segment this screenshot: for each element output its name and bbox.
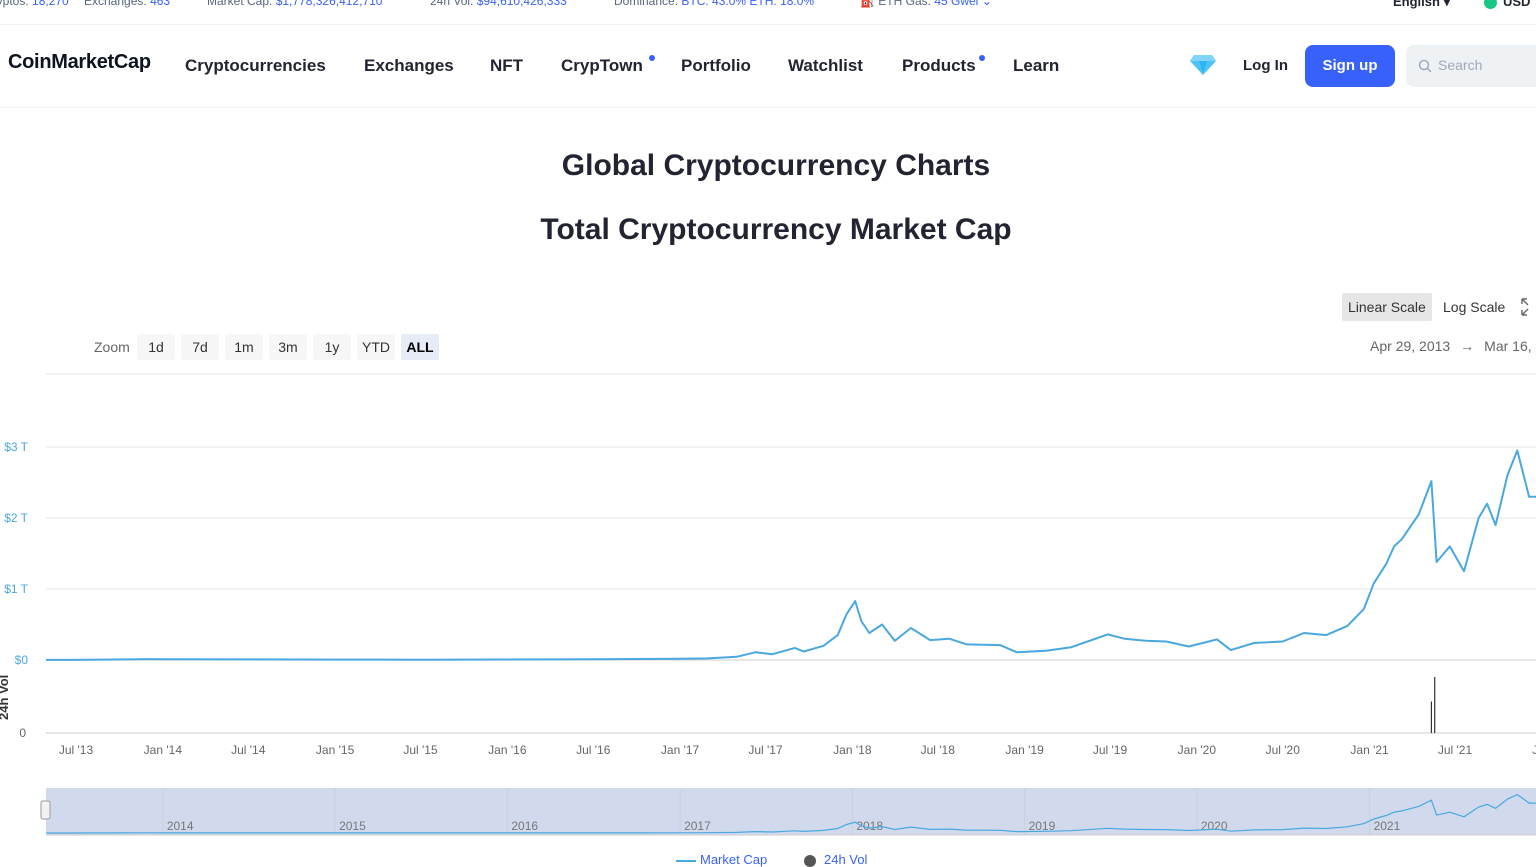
y-tick-label: $2 T — [4, 511, 28, 525]
new-badge-dot — [979, 55, 985, 61]
fullscreen-icon[interactable] — [1518, 297, 1536, 317]
x-tick-label: Jul '15 — [403, 743, 438, 757]
y-tick-label: $3 T — [4, 440, 28, 454]
exchanges-count-link[interactable]: 463 — [150, 0, 171, 8]
x-tick-label: Jul '17 — [748, 743, 783, 757]
x-tick-label: Jan '18 — [833, 743, 872, 757]
nav-nft[interactable]: NFT — [490, 56, 524, 75]
logo[interactable]: CoinMarketCap — [8, 51, 151, 73]
main-nav: CoinMarketCap Cryptocurrencies Exchanges… — [0, 25, 1536, 108]
log-scale-button[interactable]: Log Scale — [1443, 299, 1506, 315]
dot-swatch-icon — [804, 854, 816, 867]
x-tick-label: Jan '19 — [1005, 743, 1044, 757]
navigator-year-label: 2020 — [1201, 819, 1228, 833]
nav-products[interactable]: Products — [902, 56, 976, 75]
zoom-ytd-button[interactable]: YTD — [357, 334, 395, 360]
nav-portfolio[interactable]: Portfolio — [681, 56, 751, 75]
x-tick-label: Jul '18 — [921, 743, 956, 757]
zoom-7d-button[interactable]: 7d — [181, 334, 219, 360]
gas-pump-icon: ⛽ — [860, 0, 875, 8]
cryptos-count-link[interactable]: 18,270 — [32, 0, 69, 8]
x-tick-label: Jul '14 — [231, 743, 266, 757]
navigator-year-label: 2021 — [1374, 819, 1401, 833]
x-tick-label: Jul '13 — [59, 743, 94, 757]
navigator-year-label: 2019 — [1029, 819, 1056, 833]
legend-item-24h-vol[interactable]: 24h Vol — [804, 852, 867, 867]
date-range: Apr 29, 2013 → Mar 16, — [1370, 338, 1532, 354]
language-selector[interactable]: English ▾ — [1393, 0, 1450, 10]
zoom-all-button[interactable]: ALL — [401, 334, 439, 360]
navigator-year-label: 2017 — [684, 819, 711, 833]
zoom-3m-button[interactable]: 3m — [269, 334, 307, 360]
y-tick-label: $0 — [15, 653, 29, 667]
dollar-icon — [1484, 0, 1497, 10]
line-swatch-icon — [676, 859, 696, 862]
exchanges-stat: Exchanges: 463 — [84, 0, 170, 8]
market-cap-line — [45, 449, 1536, 661]
x-tick-label: Jan '17 — [661, 743, 700, 757]
navigator-year-label: 2015 — [339, 819, 366, 833]
x-tick-label: Jul '21 — [1438, 743, 1473, 757]
nav-watchlist[interactable]: Watchlist — [788, 56, 863, 75]
signup-button[interactable]: Sign up — [1305, 45, 1395, 87]
linear-scale-button[interactable]: Linear Scale — [1342, 293, 1432, 321]
navigator-year-label: 2018 — [856, 819, 883, 833]
zoom-label: Zoom — [94, 339, 130, 355]
diamond-icon[interactable] — [1190, 53, 1216, 75]
dominance-link[interactable]: BTC: 43.0% ETH: 18.0% — [681, 0, 815, 8]
x-tick-label: Jan '14 — [144, 743, 183, 757]
nav-cryptocurrencies[interactable]: Cryptocurrencies — [185, 56, 326, 75]
nav-learn[interactable]: Learn — [1013, 56, 1060, 75]
navigator-series-line — [46, 793, 1536, 834]
volume-link[interactable]: $94,610,426,333 — [476, 0, 567, 8]
cryptos-stat: Cryptos: 18,270 — [0, 0, 69, 8]
nav-exchanges[interactable]: Exchanges — [364, 56, 454, 75]
gas-value: 45 Gwei — [934, 0, 979, 8]
volume-axis-label: 24h Vol — [0, 675, 11, 720]
zoom-1y-button[interactable]: 1y — [313, 334, 351, 360]
navigator-mask[interactable] — [46, 788, 1536, 835]
chevron-down-icon: ⌄ — [981, 0, 992, 8]
new-badge-dot — [649, 55, 655, 61]
currency-selector[interactable]: USD — [1484, 0, 1530, 10]
search-placeholder: Search — [1438, 57, 1483, 73]
caret-down-icon: ▾ — [1443, 0, 1451, 9]
x-tick-label: Jan '21 — [1350, 743, 1389, 757]
dominance-stat: Dominance: BTC: 43.0% ETH: 18.0% — [614, 0, 814, 8]
page-title: Global Cryptocurrency Charts — [561, 149, 991, 182]
marketcap-link[interactable]: $1,778,326,412,710 — [275, 0, 383, 8]
range-from-input[interactable]: Apr 29, 2013 — [1370, 338, 1451, 354]
gas-stat[interactable]: ⛽ ETH Gas: 45 Gwei ⌄ — [860, 0, 992, 8]
volume-tick-label: 0 — [19, 726, 26, 740]
range-arrow: → — [1460, 338, 1475, 354]
chart-title: Total Cryptocurrency Market Cap — [540, 213, 1012, 246]
login-link[interactable]: Log In — [1243, 57, 1288, 74]
x-tick-label: Jul '20 — [1266, 743, 1301, 757]
x-tick-label: Jan — [1532, 743, 1536, 757]
zoom-1m-button[interactable]: 1m — [225, 334, 263, 360]
navigator-handle[interactable] — [40, 800, 51, 820]
y-tick-label: $1 T — [4, 582, 28, 596]
legend-item-market-cap[interactable]: Market Cap — [676, 852, 767, 867]
global-stats-ticker: Cryptos: 18,270 Exchanges: 463 Market Ca… — [0, 0, 1536, 25]
navigator-year-label: 2016 — [511, 819, 538, 833]
zoom-1d-button[interactable]: 1d — [137, 334, 175, 360]
x-tick-label: Jul '19 — [1093, 743, 1128, 757]
search-icon — [1418, 59, 1432, 73]
marketcap-stat: Market Cap: $1,778,326,412,710 — [207, 0, 382, 8]
navigator-year-label: 2014 — [167, 819, 194, 833]
search-input[interactable]: Search — [1406, 45, 1536, 87]
nav-cryptown[interactable]: CrypTown — [561, 56, 643, 75]
volume-stat: 24h Vol: $94,610,426,333 — [430, 0, 567, 8]
range-to-input[interactable]: Mar 16, — [1484, 338, 1532, 354]
x-tick-label: Jan '15 — [316, 743, 355, 757]
x-tick-label: Jul '16 — [576, 743, 611, 757]
x-tick-label: Jan '16 — [488, 743, 527, 757]
x-tick-label: Jan '20 — [1178, 743, 1217, 757]
market-cap-chart[interactable]: $0 $1 T $2 T $3 T 0 24h Vol Jul '13 Jan '14 Jul … — [0, 370, 1536, 864]
